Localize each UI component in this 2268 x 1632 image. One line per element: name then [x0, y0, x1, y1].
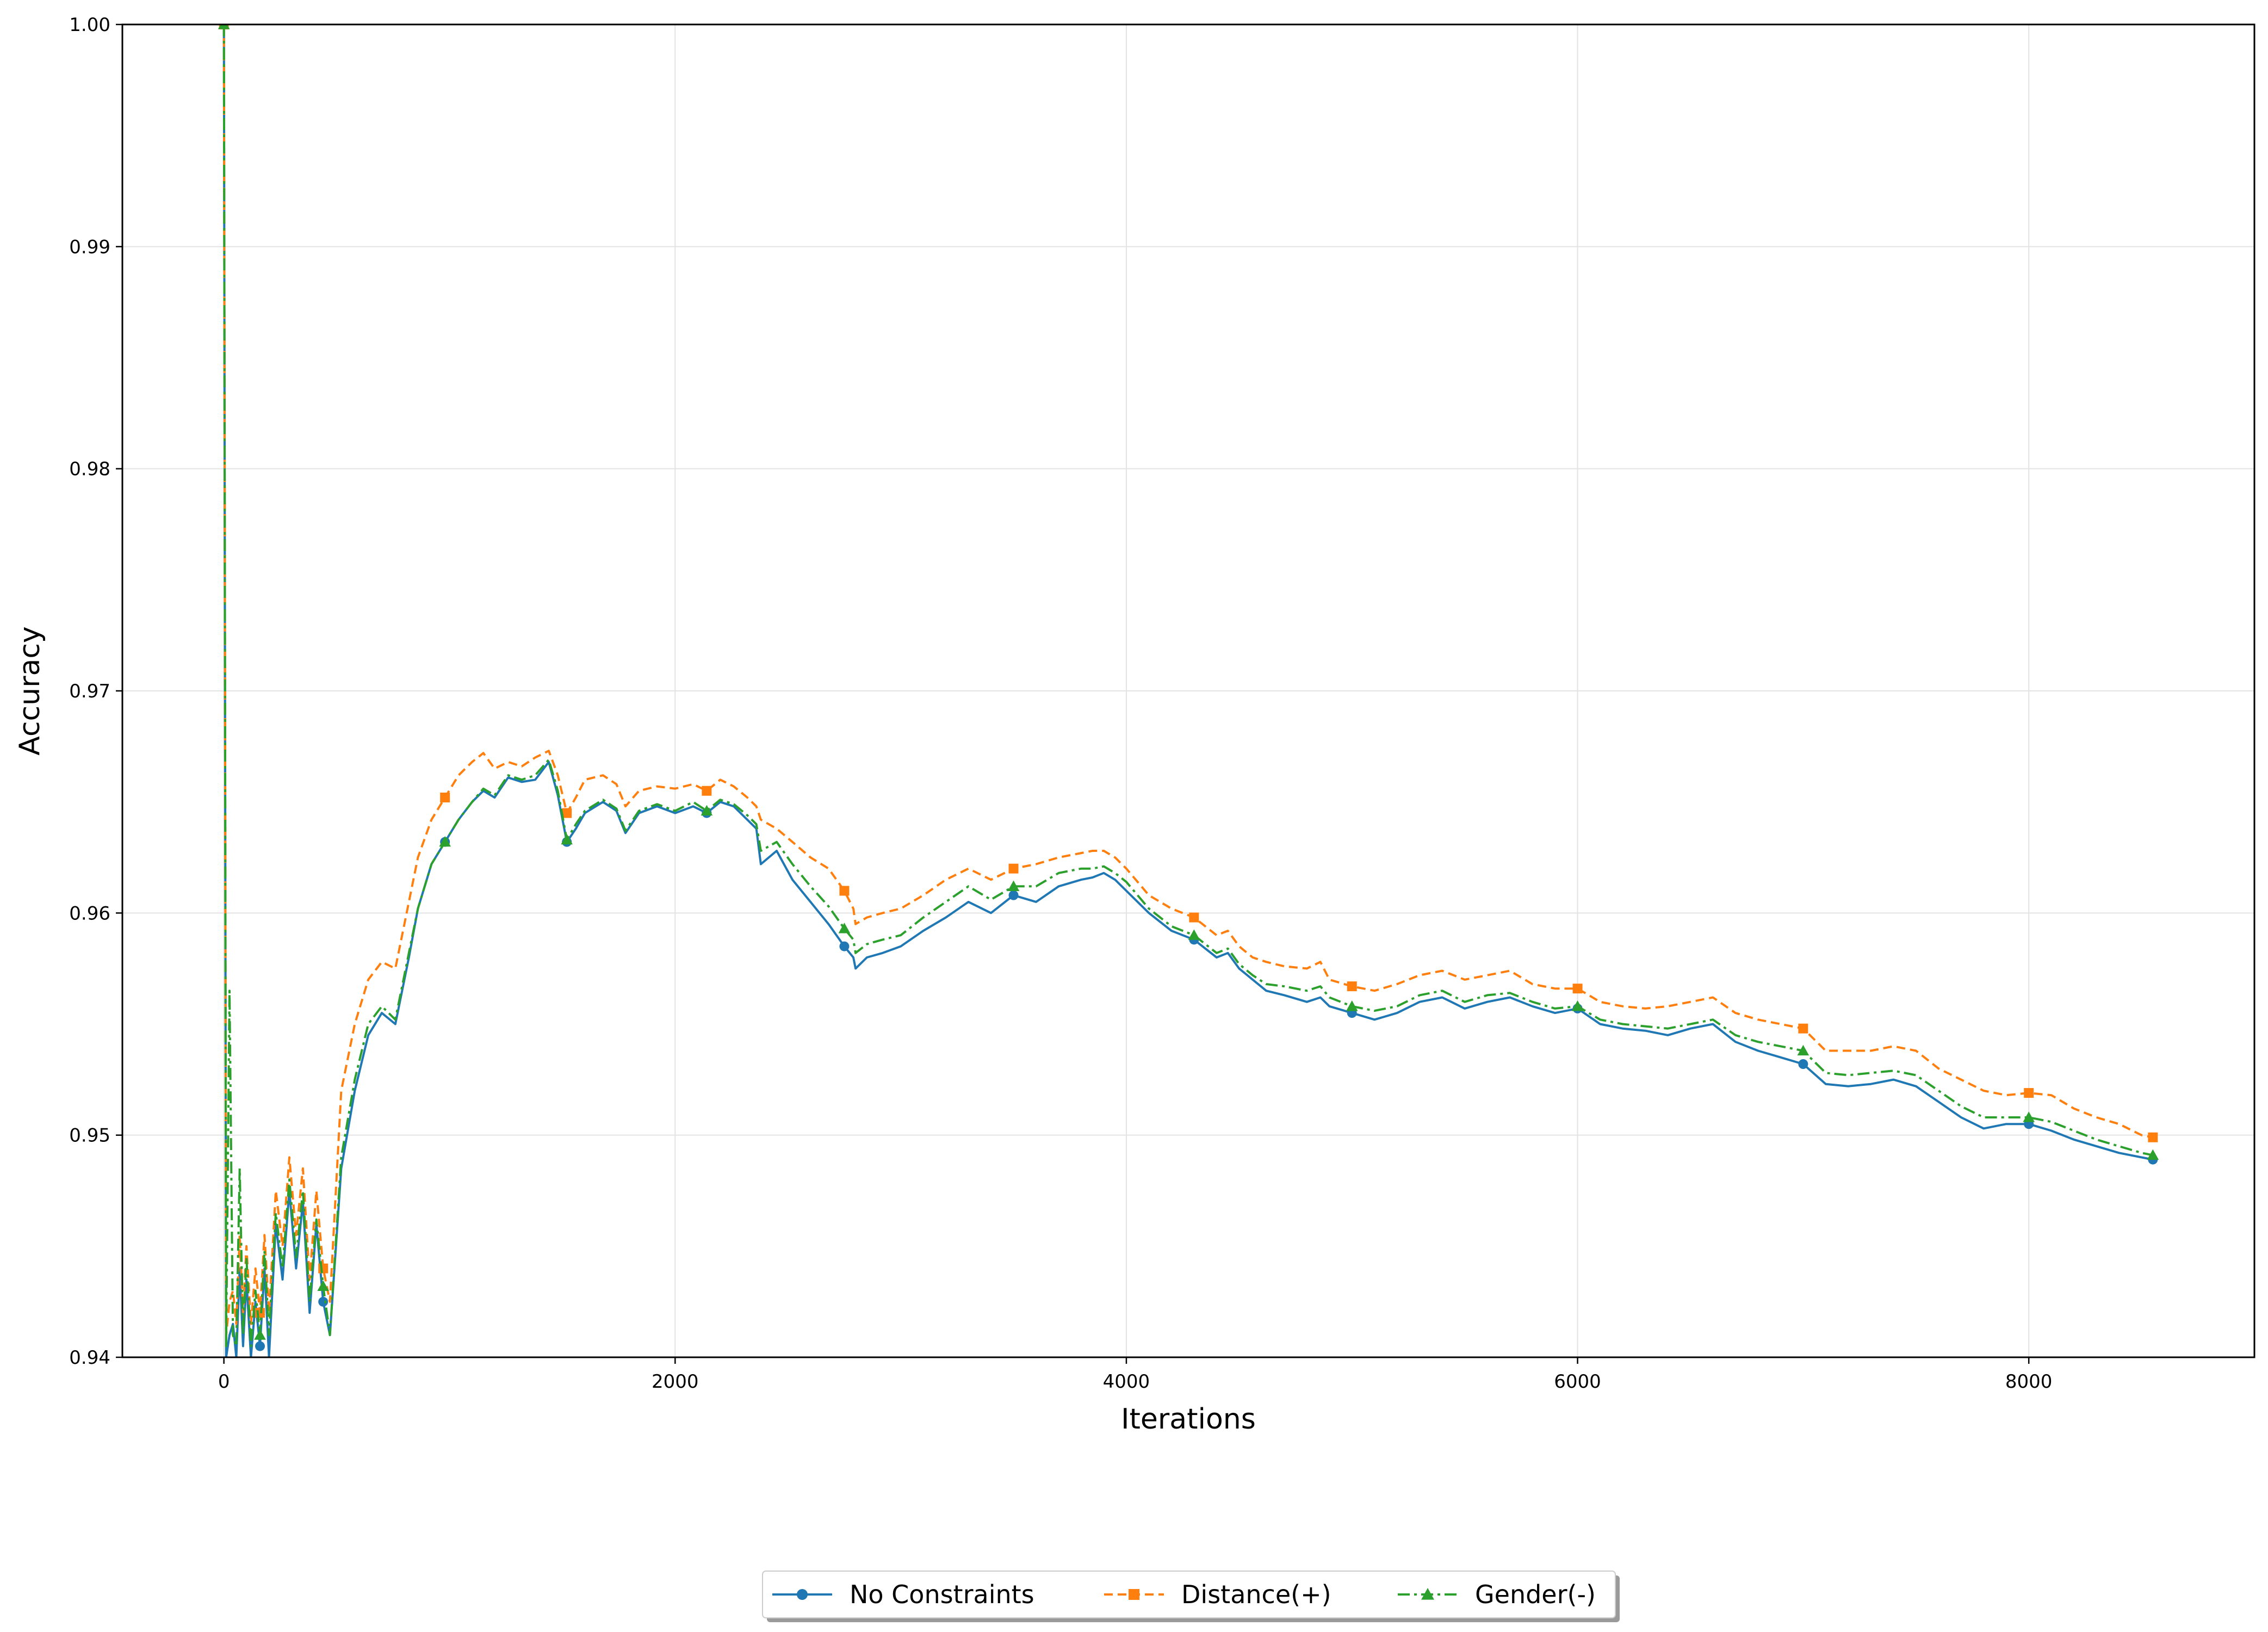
y-tick-label: 0.98	[69, 459, 110, 480]
data-point	[701, 805, 713, 816]
data-point	[562, 808, 572, 818]
data-point	[1798, 1023, 1808, 1034]
data-point	[2148, 1132, 2158, 1142]
data-point	[439, 836, 451, 847]
data-point	[839, 941, 850, 951]
data-point	[1347, 981, 1357, 992]
series-2	[218, 24, 2159, 1347]
series-line	[222, 24, 2153, 1337]
x-tick-label: 6000	[1554, 1371, 1601, 1393]
x-tick-label: 8000	[2005, 1371, 2053, 1393]
series-layer	[218, 24, 2159, 1357]
data-point	[1007, 880, 1020, 891]
x-axis-title: Iterations	[1121, 1403, 1256, 1436]
data-point	[1797, 1044, 1810, 1056]
data-point	[838, 923, 851, 934]
data-point	[1798, 1059, 1808, 1069]
y-tick-label: 0.96	[69, 902, 110, 924]
y-tick-label: 1.00	[69, 14, 110, 36]
data-point	[2024, 1088, 2034, 1098]
y-tick-label: 0.95	[69, 1125, 110, 1147]
data-point	[318, 1296, 329, 1307]
y-tick-label: 0.97	[69, 681, 110, 702]
data-point	[2023, 1111, 2035, 1122]
data-point	[2147, 1149, 2159, 1160]
series-1	[219, 24, 2158, 1337]
data-point	[1188, 929, 1200, 940]
legend-box	[762, 1571, 1616, 1618]
data-point	[218, 24, 230, 29]
data-point	[1571, 1000, 1584, 1011]
data-point	[1008, 863, 1019, 874]
series-line	[222, 24, 2153, 1347]
data-point	[1572, 984, 1583, 994]
data-point	[440, 793, 450, 802]
data-point	[839, 886, 850, 896]
x-tick-label: 0	[218, 1371, 230, 1393]
data-point	[255, 1308, 265, 1318]
data-point	[1008, 890, 1019, 900]
grid-lines	[122, 24, 2254, 1358]
y-tick-label: 0.99	[69, 236, 110, 258]
data-point	[318, 1263, 329, 1274]
legend: No Constraints Distance(+) Gender(-)	[762, 1571, 1620, 1622]
data-point	[561, 833, 573, 845]
x-tick-label: 4000	[1103, 1371, 1150, 1393]
axis-ticks: 0 2000 4000 6000 8000 0.94 0.95 0.96 0.97 0.98 0.9…	[69, 14, 2052, 1393]
data-point	[317, 1280, 329, 1291]
data-point	[254, 1329, 266, 1340]
data-point	[255, 1341, 265, 1351]
data-point	[1189, 912, 1199, 923]
data-point	[702, 786, 712, 796]
legend-label: Gender(-)	[1475, 1580, 1596, 1609]
legend-label: No Constraints	[850, 1580, 1034, 1609]
legend-label: Distance(+)	[1181, 1580, 1331, 1609]
x-tick-label: 2000	[652, 1371, 699, 1393]
legend-marker	[797, 1589, 808, 1600]
legend-marker	[1421, 1588, 1434, 1600]
data-point	[1346, 1000, 1358, 1011]
y-axis-title: Accuracy	[14, 626, 46, 755]
y-tick-label: 0.94	[69, 1347, 110, 1369]
legend-marker	[1129, 1589, 1139, 1600]
